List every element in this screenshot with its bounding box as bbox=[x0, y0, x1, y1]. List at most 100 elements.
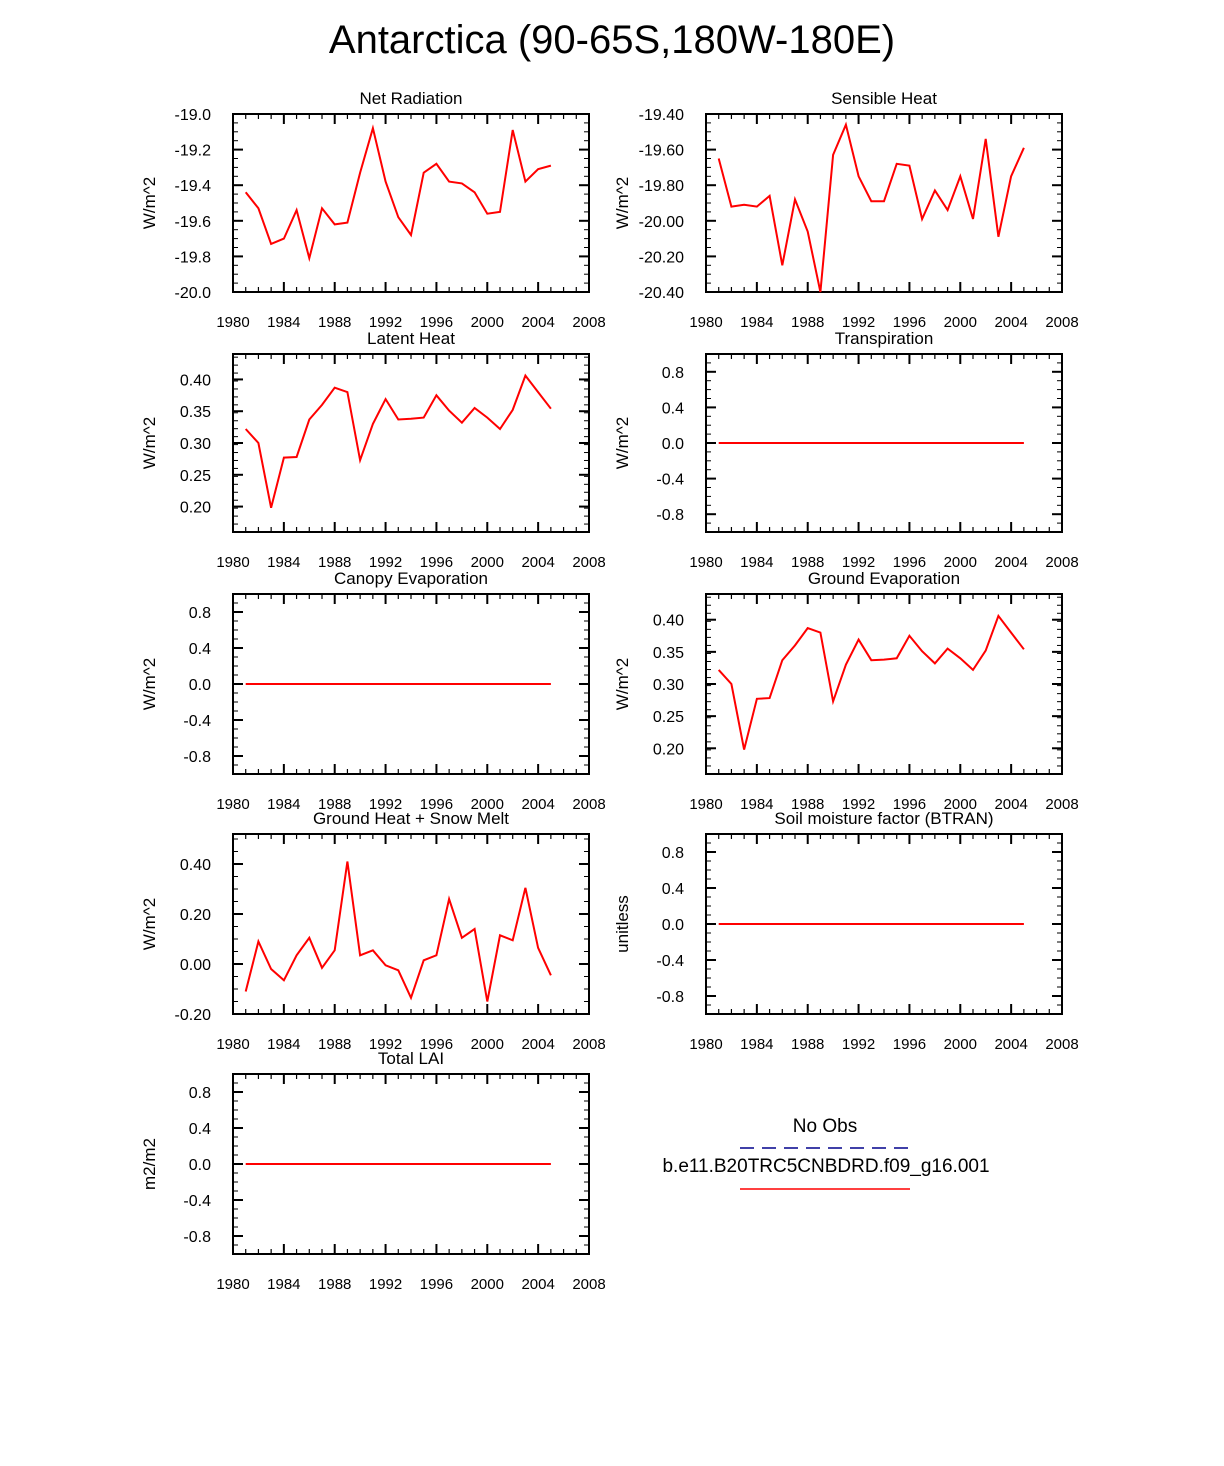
panel-2-x-tick-label: 1992 bbox=[842, 314, 875, 331]
panel-5-x-tick-label: 1988 bbox=[318, 796, 351, 813]
panel-4-y-tick-label: -0.8 bbox=[656, 507, 684, 524]
panel-8-x-tick-label: 1988 bbox=[791, 1036, 824, 1053]
panel-3-x-tick-label: 1984 bbox=[267, 554, 300, 571]
panel-4-y-tick-label: 0.8 bbox=[662, 365, 684, 382]
panel-4-y-label: W/m^2 bbox=[613, 417, 632, 469]
panel-4-x-tick-label: 1996 bbox=[893, 554, 926, 571]
panel-6-x-tick-label: 1996 bbox=[893, 796, 926, 813]
legend-model-label: b.e11.B20TRC5CNBDRD.f09_g16.001 bbox=[662, 1156, 990, 1177]
panel-7-x-tick-label: 2000 bbox=[471, 1036, 504, 1053]
panel-7-x-tick-label: 1980 bbox=[216, 1036, 249, 1053]
panel-8-y-tick-label: 0.4 bbox=[662, 881, 684, 898]
panel-8-x-tick-label: 1996 bbox=[893, 1036, 926, 1053]
panel-2-x-tick-label: 1984 bbox=[740, 314, 773, 331]
panel-1-x-tick-label: 1996 bbox=[420, 314, 453, 331]
panel-6-x-tick-label: 1992 bbox=[842, 796, 875, 813]
panel-7-x-tick-label: 1988 bbox=[318, 1036, 351, 1053]
panel-8-x-tick-label: 2000 bbox=[944, 1036, 977, 1053]
panel-6-y-tick-label: 0.30 bbox=[653, 677, 684, 694]
panel-2-y-tick-label: -19.80 bbox=[639, 178, 684, 195]
panel-9-y-tick-label: 0.8 bbox=[189, 1085, 211, 1102]
panel-3-x-tick-label: 1992 bbox=[369, 554, 402, 571]
panel-8-x-tick-label: 2008 bbox=[1045, 1036, 1078, 1053]
panel-9-x-tick-label: 1988 bbox=[318, 1276, 351, 1293]
panel-5-y-tick-label: -0.8 bbox=[183, 749, 211, 766]
panel-4-y-tick-label: 0.4 bbox=[662, 400, 684, 417]
panel-2-x-tick-label: 2000 bbox=[944, 314, 977, 331]
panel-4-y-tick-label: 0.0 bbox=[662, 436, 684, 453]
panel-2-title: Sensible Heat bbox=[831, 89, 937, 108]
panel-7-title: Ground Heat + Snow Melt bbox=[313, 809, 509, 828]
panel-1-x-tick-label: 1992 bbox=[369, 314, 402, 331]
panel-6-y-tick-label: 0.40 bbox=[653, 613, 684, 630]
panel-6-x-tick-label: 2008 bbox=[1045, 796, 1078, 813]
panel-6-x-tick-label: 1984 bbox=[740, 796, 773, 813]
panel-5-x-tick-label: 2008 bbox=[572, 796, 605, 813]
panel-1-y-tick-label: -19.0 bbox=[175, 107, 212, 124]
panel-3-x-tick-label: 1988 bbox=[318, 554, 351, 571]
panel-2-y-tick-label: -19.40 bbox=[639, 107, 684, 124]
panel-9-x-tick-label: 2000 bbox=[471, 1276, 504, 1293]
panel-1-x-tick-label: 2004 bbox=[521, 314, 554, 331]
panel-8-y-tick-label: 0.8 bbox=[662, 845, 684, 862]
panel-1-x-tick-label: 1980 bbox=[216, 314, 249, 331]
panel-2: 1980 1984 1988 1992 1996 2000 2004 2008 -19.40 -1… bbox=[613, 89, 1079, 331]
panel-2-series-line bbox=[717, 121, 1025, 293]
panel-7-series-line bbox=[244, 861, 552, 1002]
panel-4-y-tick-label: -0.4 bbox=[656, 472, 684, 489]
panel-2-y-tick-label: -20.40 bbox=[639, 285, 684, 302]
panel-6-y-tick-label: 0.35 bbox=[653, 645, 684, 662]
panel-9-y-tick-label: -0.8 bbox=[183, 1229, 211, 1246]
panel-5-y-tick-label: 0.8 bbox=[189, 605, 211, 622]
panel-8-x-tick-label: 1984 bbox=[740, 1036, 773, 1053]
panel-4-x-tick-label: 2004 bbox=[994, 554, 1027, 571]
panel-1-y-tick-label: -19.4 bbox=[175, 178, 212, 195]
page-title: Antarctica (90-65S,180W-180E) bbox=[328, 18, 896, 62]
panel-3-x-tick-label: 1996 bbox=[420, 554, 453, 571]
panel-7-frame bbox=[232, 833, 590, 1015]
panel-5-y-label: W/m^2 bbox=[140, 658, 159, 710]
panel-8-x-tick-label: 1980 bbox=[689, 1036, 722, 1053]
panel-6-y-tick-label: 0.25 bbox=[653, 709, 684, 726]
panel-1-frame bbox=[232, 113, 590, 293]
panel-1-y-tick-label: -19.6 bbox=[175, 214, 212, 231]
panel-1-title: Net Radiation bbox=[359, 89, 462, 108]
panel-3-y-tick-label: 0.40 bbox=[180, 372, 211, 389]
panel-1-x-tick-label: 1988 bbox=[318, 314, 351, 331]
panel-3-x-tick-label: 2000 bbox=[471, 554, 504, 571]
panel-7-y-tick-label: 0.40 bbox=[180, 857, 211, 874]
panel-3-series-line bbox=[244, 373, 552, 509]
panel-9-x-tick-label: 1996 bbox=[420, 1276, 453, 1293]
panel-3-y-tick-label: 0.20 bbox=[180, 500, 211, 517]
panel-5-x-tick-label: 2004 bbox=[521, 796, 554, 813]
panel-7-x-tick-label: 2008 bbox=[572, 1036, 605, 1053]
panel-5-y-tick-label: 0.4 bbox=[189, 641, 211, 658]
panel-7-y-tick-label: -0.20 bbox=[175, 1007, 212, 1024]
panel-2-y-label: W/m^2 bbox=[613, 177, 632, 229]
panel-9-x-tick-label: 1992 bbox=[369, 1276, 402, 1293]
panel-2-y-tick-label: -20.20 bbox=[639, 249, 684, 266]
panel-1-x-tick-label: 2008 bbox=[572, 314, 605, 331]
panel-2-frame bbox=[705, 113, 1063, 293]
panel-6-x-tick-label: 2004 bbox=[994, 796, 1027, 813]
panel-9-y-tick-label: 0.0 bbox=[189, 1157, 211, 1174]
panel-6-x-tick-label: 2000 bbox=[944, 796, 977, 813]
panel-7-x-tick-label: 1996 bbox=[420, 1036, 453, 1053]
panel-6-series-line bbox=[717, 613, 1025, 750]
panel-3-title: Latent Heat bbox=[367, 329, 455, 348]
panel-8-y-tick-label: -0.8 bbox=[656, 989, 684, 1006]
panel-3-y-label: W/m^2 bbox=[140, 417, 159, 469]
panel-8-y-tick-label: 0.0 bbox=[662, 917, 684, 934]
panel-3-x-tick-label: 2004 bbox=[521, 554, 554, 571]
panel-3-y-tick-label: 0.25 bbox=[180, 468, 211, 485]
panel-7-y-label: W/m^2 bbox=[140, 898, 159, 950]
panel-3-frame bbox=[232, 353, 590, 533]
panel-1-y-tick-label: -20.0 bbox=[175, 285, 212, 302]
panel-3-y-tick-label: 0.35 bbox=[180, 404, 211, 421]
panel-9-x-tick-label: 1984 bbox=[267, 1276, 300, 1293]
panel-3-x-tick-label: 1980 bbox=[216, 554, 249, 571]
panel-7-x-tick-label: 1984 bbox=[267, 1036, 300, 1053]
panel-4-x-tick-label: 2000 bbox=[944, 554, 977, 571]
panel-5-y-tick-label: 0.0 bbox=[189, 677, 211, 694]
